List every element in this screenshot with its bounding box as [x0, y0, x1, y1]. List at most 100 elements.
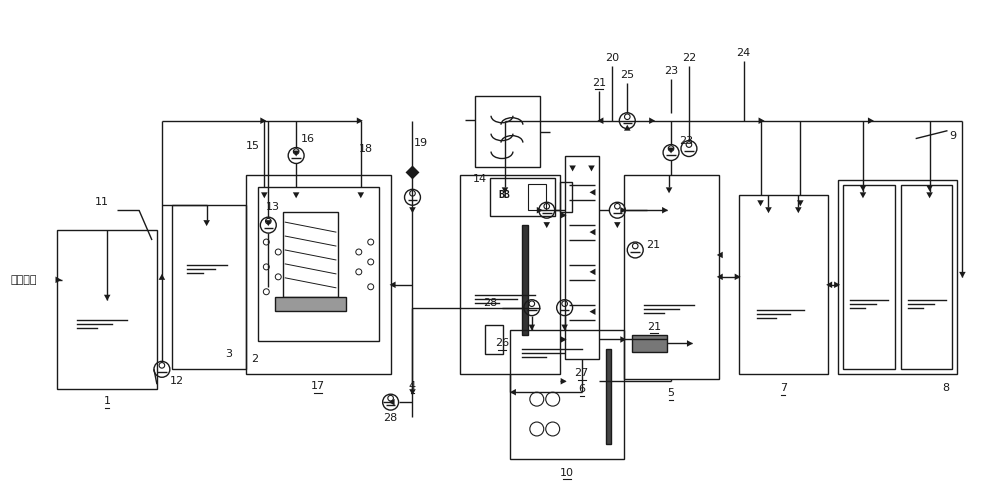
Text: 15: 15	[245, 140, 259, 150]
Polygon shape	[561, 378, 567, 384]
Bar	[246, 175, 391, 374]
Polygon shape	[159, 274, 165, 280]
Polygon shape	[620, 207, 626, 214]
Polygon shape	[662, 207, 668, 214]
Text: 25: 25	[620, 70, 634, 80]
Polygon shape	[826, 281, 832, 288]
Polygon shape	[260, 118, 266, 124]
Polygon shape	[293, 192, 299, 198]
Bar	[258, 187, 379, 342]
Bar	[560, 182, 572, 212]
Text: 10: 10	[560, 468, 574, 478]
Polygon shape	[868, 118, 874, 124]
Bar	[490, 178, 555, 216]
Polygon shape	[293, 150, 299, 156]
Text: 11: 11	[95, 197, 109, 207]
Text: 19: 19	[413, 137, 428, 147]
Text: 20: 20	[605, 53, 619, 63]
Polygon shape	[265, 220, 272, 226]
Text: 23: 23	[664, 66, 678, 76]
Polygon shape	[203, 220, 210, 226]
Text: 27: 27	[574, 369, 589, 378]
Text: 1: 1	[104, 396, 111, 406]
Polygon shape	[797, 200, 804, 206]
Text: BB: BB	[498, 190, 510, 200]
Polygon shape	[589, 308, 595, 315]
Text: 26: 26	[495, 339, 509, 349]
Text: 16: 16	[301, 133, 315, 143]
Text: 6: 6	[578, 384, 585, 394]
Text: 28: 28	[483, 298, 497, 308]
Polygon shape	[757, 200, 764, 206]
Polygon shape	[406, 165, 419, 179]
Polygon shape	[597, 118, 603, 124]
Text: 3: 3	[225, 350, 232, 360]
Text: 21: 21	[646, 240, 660, 250]
Polygon shape	[537, 207, 543, 214]
Bar	[172, 205, 246, 370]
Polygon shape	[860, 185, 866, 191]
Text: 2: 2	[251, 355, 258, 365]
Polygon shape	[104, 295, 110, 301]
Polygon shape	[55, 276, 61, 283]
Polygon shape	[569, 165, 576, 171]
Polygon shape	[759, 118, 765, 124]
Bar	[283, 212, 338, 297]
Text: 城市污水: 城市污水	[11, 275, 37, 285]
Polygon shape	[624, 124, 631, 130]
Bar	[522, 225, 528, 335]
Text: 13: 13	[266, 202, 280, 212]
Text: 28: 28	[383, 413, 398, 423]
Polygon shape	[666, 187, 672, 193]
Bar	[632, 335, 667, 353]
Polygon shape	[561, 212, 567, 219]
Text: 21: 21	[647, 322, 661, 332]
Bar	[838, 180, 957, 374]
Polygon shape	[959, 272, 966, 278]
Polygon shape	[529, 325, 535, 331]
Polygon shape	[409, 207, 416, 213]
Polygon shape	[588, 165, 595, 171]
Bar	[528, 184, 546, 210]
Polygon shape	[662, 336, 668, 343]
Polygon shape	[926, 185, 933, 191]
Polygon shape	[389, 399, 395, 405]
Polygon shape	[620, 336, 626, 343]
Text: 21: 21	[592, 78, 607, 88]
Polygon shape	[261, 192, 268, 198]
Polygon shape	[717, 273, 723, 280]
Polygon shape	[614, 222, 621, 228]
Bar	[843, 185, 895, 370]
Polygon shape	[589, 189, 595, 196]
Polygon shape	[765, 207, 772, 213]
Polygon shape	[357, 192, 364, 198]
Polygon shape	[589, 268, 595, 275]
Bar	[624, 175, 719, 379]
Polygon shape	[668, 147, 674, 153]
Bar	[57, 230, 157, 389]
Text: 22: 22	[682, 53, 696, 63]
Polygon shape	[390, 281, 396, 288]
Text: 14: 14	[473, 174, 487, 184]
Text: 5: 5	[668, 388, 675, 398]
Text: 17: 17	[311, 381, 325, 391]
Bar	[739, 195, 828, 374]
Text: 24: 24	[737, 48, 751, 58]
Bar	[606, 350, 611, 444]
Text: 23: 23	[679, 135, 693, 145]
Bar	[275, 297, 346, 311]
Polygon shape	[409, 389, 416, 395]
Bar	[475, 96, 540, 167]
Polygon shape	[543, 222, 550, 228]
Bar	[460, 175, 560, 374]
Polygon shape	[649, 118, 655, 124]
Text: 18: 18	[359, 143, 373, 153]
Text: 12: 12	[170, 376, 184, 386]
Bar	[565, 155, 599, 360]
Polygon shape	[357, 118, 363, 124]
Text: 4: 4	[409, 381, 416, 391]
Polygon shape	[926, 192, 933, 198]
Polygon shape	[561, 325, 568, 331]
Polygon shape	[735, 273, 741, 280]
Polygon shape	[687, 340, 693, 347]
